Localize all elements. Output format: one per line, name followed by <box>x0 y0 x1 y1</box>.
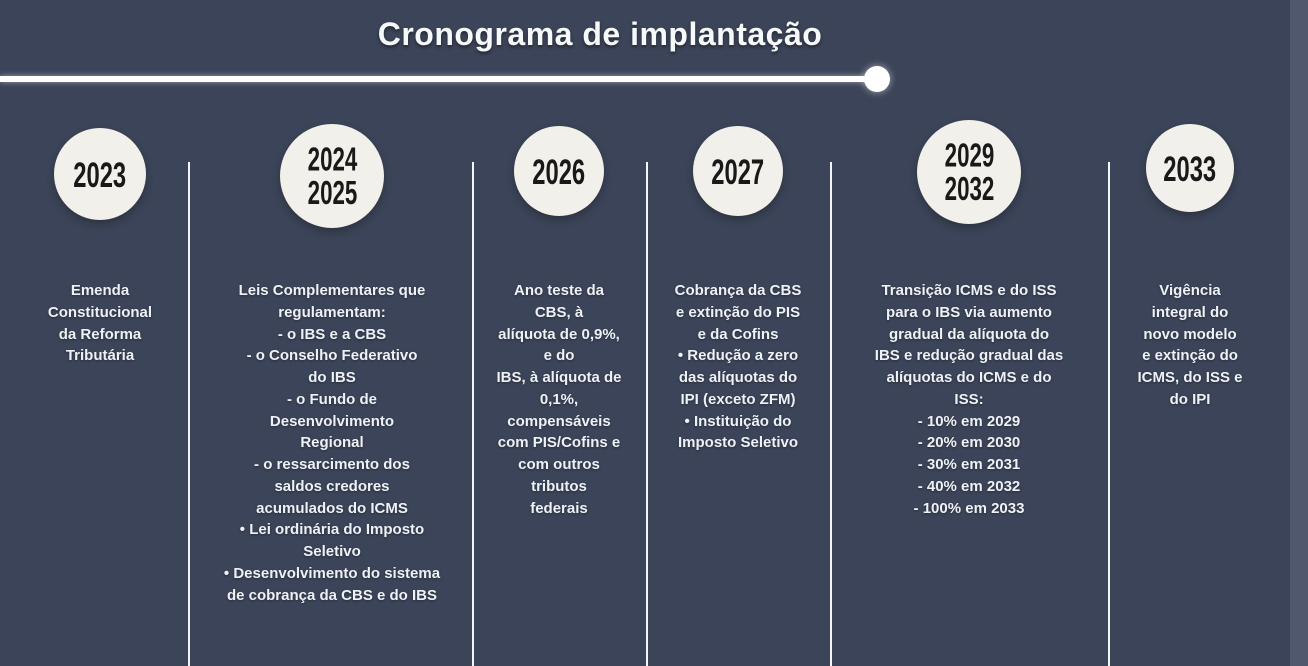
timeline-column-2033: 2033 Vigência integral do novo modelo e … <box>1106 0 1274 666</box>
milestone-text-2027: Cobrança da CBS e extinção do PIS e da C… <box>674 282 802 452</box>
timeline-column-2023: 2023 Emenda Constitucional da Reforma Tr… <box>14 0 186 666</box>
timeline-axis-dot <box>864 66 890 92</box>
column-divider-5 <box>1108 162 1110 666</box>
year-badge-2033: 2033 <box>1146 124 1234 212</box>
timeline-column-2026: 2026 Ano teste da CBS, à alíquota de 0,9… <box>479 0 639 666</box>
year-label: 2033 <box>1163 148 1217 188</box>
timeline-axis-line <box>0 76 870 82</box>
timeline-column-2024-2025: 2024 2025 Leis Complementares que regula… <box>198 0 466 666</box>
milestone-text-2029-2032: Transição ICMS e do ISS para o IBS via a… <box>874 282 1064 517</box>
milestone-text-2026: Ano teste da CBS, à alíquota de 0,9%, e … <box>496 282 622 517</box>
column-divider-2 <box>472 162 474 666</box>
column-divider-4 <box>830 162 832 666</box>
year-badge-2023: 2023 <box>54 128 146 220</box>
page-title: Cronograma de implantação <box>377 16 823 52</box>
year-badge-2026: 2026 <box>514 126 604 216</box>
year-badge-2029-2032: 2029 2032 <box>917 120 1021 224</box>
milestone-text-2023: Emenda Constitucional da Reforma Tributá… <box>47 282 153 365</box>
milestone-text-2033: Vigência integral do novo modelo e extin… <box>1137 282 1243 408</box>
year-label: 2026 <box>532 151 586 191</box>
year-label: 2029 2032 <box>944 136 994 208</box>
column-divider-1 <box>188 162 190 666</box>
year-badge-2024-2025: 2024 2025 <box>280 124 384 228</box>
year-label: 2024 2025 <box>307 140 357 212</box>
year-label: 2027 <box>711 151 765 191</box>
timeline-column-2027: 2027 Cobrança da CBS e extinção do PIS e… <box>652 0 824 666</box>
milestone-text-2024-2025: Leis Complementares que regulamentam: - … <box>223 282 441 604</box>
column-divider-3 <box>646 162 648 666</box>
timeline-column-2029-2032: 2029 2032 Transição ICMS e do ISS para o… <box>836 0 1102 666</box>
right-edge-band <box>1290 0 1308 666</box>
year-badge-2027: 2027 <box>693 126 783 216</box>
year-label: 2023 <box>73 154 127 194</box>
